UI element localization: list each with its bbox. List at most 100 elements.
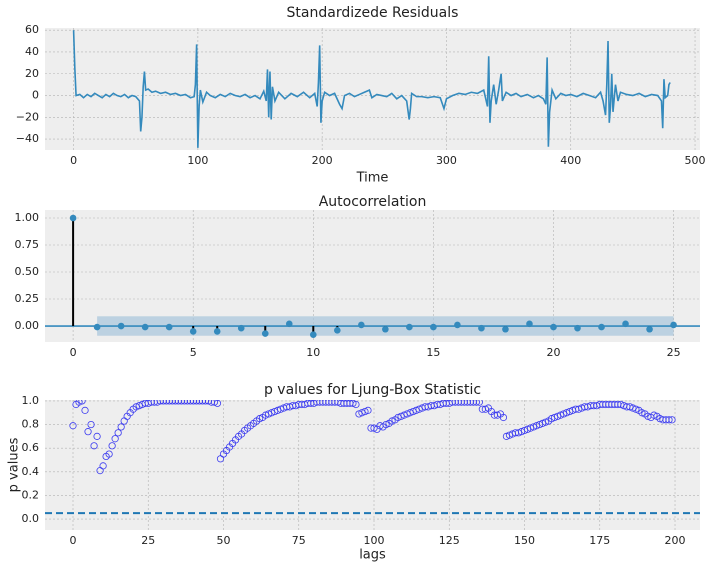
p-value-marker	[502, 432, 511, 440]
p-value-marker	[665, 416, 673, 424]
stem-marker	[502, 325, 509, 333]
x-tick-label: 75	[292, 534, 306, 547]
x-tick-label: 400	[560, 154, 581, 167]
stem-marker	[141, 323, 149, 331]
stem-marker	[69, 214, 77, 222]
p-value-marker	[541, 418, 550, 426]
p-value-marker	[99, 462, 107, 470]
y-tick-label: −20	[16, 110, 39, 123]
p-value-marker	[93, 432, 101, 440]
p-value-marker	[117, 423, 125, 431]
stem-marker	[550, 323, 557, 331]
x-tick-label: 100	[187, 154, 208, 167]
stem-marker	[165, 323, 173, 331]
stem-marker	[334, 327, 341, 334]
stem-marker	[213, 328, 221, 335]
y-tick-label: 0.0	[22, 512, 40, 525]
x-tick-label: 5	[190, 346, 197, 359]
plot-content	[45, 214, 700, 338]
p-value-marker	[114, 429, 122, 437]
x-tick-label: 200	[312, 154, 333, 167]
stem-marker	[478, 324, 485, 332]
p-value-marker	[575, 405, 583, 413]
p-value-marker	[499, 413, 508, 422]
chart-title: Standardizede Residuals	[287, 5, 459, 21]
x-tick-label: 150	[514, 534, 535, 547]
y-axis-label: p values	[7, 437, 22, 492]
p-value-marker	[361, 407, 369, 416]
p-value-marker	[355, 410, 363, 418]
chart-title: p values for Ljung-Box Statistic	[264, 382, 481, 398]
x-tick-label: 0	[70, 154, 77, 167]
x-axis-label: Time	[356, 171, 389, 186]
p-value-marker	[548, 415, 556, 423]
p-value-marker	[638, 409, 646, 417]
p-value-marker	[532, 422, 541, 430]
stem-marker	[237, 324, 245, 332]
y-tick-label: 1.0	[22, 394, 40, 407]
p-value-marker	[505, 431, 514, 439]
p-value-marker	[210, 400, 219, 406]
p-value-marker	[268, 409, 276, 417]
stem-marker	[670, 321, 677, 329]
p-value-marker	[87, 420, 95, 429]
p-value-marker	[108, 442, 116, 450]
p-value-marker	[403, 410, 411, 418]
p-value-marker	[481, 405, 489, 413]
stem-marker	[598, 323, 605, 331]
x-tick-label: 500	[685, 154, 706, 167]
x-tick-label: 0	[70, 346, 77, 359]
p-value-marker	[626, 403, 634, 411]
x-tick-label: 100	[364, 534, 385, 547]
p-value-marker	[75, 400, 83, 406]
y-tick-label: 60	[25, 23, 39, 36]
y-tick-label: 0.50	[15, 265, 40, 278]
y-tick-label: 1.00	[15, 211, 40, 224]
stem-marker	[358, 321, 365, 329]
x-tick-label: 10	[306, 346, 320, 359]
stem-marker	[285, 320, 293, 328]
y-tick-label: −40	[16, 132, 39, 145]
stem-marker	[117, 322, 125, 330]
p-value-marker	[105, 450, 113, 458]
p-value-marker	[84, 428, 92, 436]
p-value-marker	[135, 402, 143, 410]
stem-marker	[454, 321, 461, 329]
p-value-marker	[412, 406, 420, 414]
p-value-marker	[78, 400, 86, 405]
x-tick-label: 20	[546, 346, 560, 359]
p-value-marker	[265, 410, 273, 418]
y-tick-label: 0.2	[22, 488, 40, 501]
x-tick-label: 125	[439, 534, 460, 547]
p-value-marker	[560, 410, 568, 418]
x-tick-label: 200	[665, 534, 686, 547]
stem-marker	[382, 325, 389, 333]
stem-marker	[261, 330, 269, 337]
plot-content	[72, 30, 671, 148]
y-tick-label: 0.8	[22, 418, 40, 431]
x-tick-label: 0	[69, 534, 76, 547]
p-value-marker	[213, 400, 222, 407]
p-value-marker	[262, 411, 270, 419]
p-value-marker	[629, 404, 637, 412]
plot-area	[45, 28, 700, 150]
p-value-marker	[523, 425, 532, 433]
x-tick-label: 15	[426, 346, 440, 359]
x-tick-label: 300	[436, 154, 457, 167]
y-tick-label: 20	[25, 67, 39, 80]
p-value-marker	[349, 400, 357, 407]
x-tick-label: 50	[216, 534, 230, 547]
p-value-marker	[274, 406, 282, 414]
p-value-marker	[551, 413, 559, 422]
p-value-marker	[271, 407, 279, 416]
stem-marker	[526, 320, 533, 328]
p-value-marker	[535, 420, 544, 429]
x-tick-label: 175	[589, 534, 610, 547]
p-value-marker	[370, 424, 378, 432]
residual-line	[72, 30, 671, 148]
p-value-marker	[352, 400, 360, 409]
p-value-marker	[526, 424, 535, 432]
p-value-marker	[409, 407, 417, 416]
p-value-marker	[111, 435, 119, 443]
p-value-marker	[69, 422, 77, 430]
